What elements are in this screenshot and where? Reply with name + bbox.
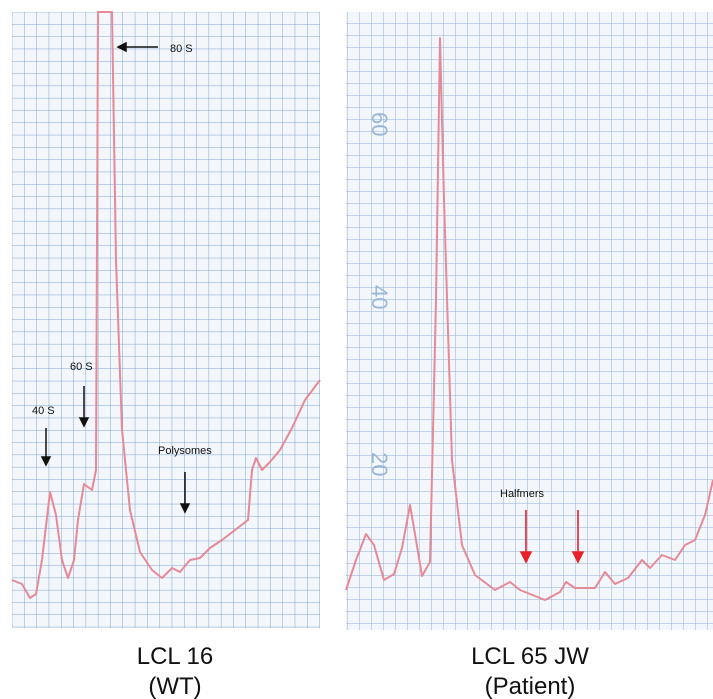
panel-patient: 60 40 20 Halfmers LCL 65 JW (Patient)	[345, 12, 713, 699]
annotation: Halfmers	[500, 488, 545, 500]
annotation: 60 S	[70, 361, 93, 373]
profile-trace	[11, 11, 321, 599]
graph-grid	[346, 12, 713, 630]
paper-label: 40	[367, 285, 392, 309]
arrows	[40, 41, 191, 514]
annotation: 80 S	[170, 43, 193, 55]
caption: LCL 16	[137, 643, 214, 670]
caption: LCL 65 JW	[471, 643, 589, 670]
graph-grid	[12, 12, 320, 628]
subcaption: (WT)	[148, 673, 201, 699]
annotation: 40 S	[32, 405, 55, 417]
annotation: Polysomes	[158, 445, 212, 457]
paper-label: 60	[367, 112, 392, 136]
panel-wt: 80 S 60 S 40 S Polysomes LCL 16 (WT)	[11, 11, 321, 699]
paper-label: 20	[367, 452, 392, 476]
subcaption: (Patient)	[485, 673, 576, 699]
profile-trace	[345, 37, 713, 601]
arrows	[519, 510, 585, 564]
